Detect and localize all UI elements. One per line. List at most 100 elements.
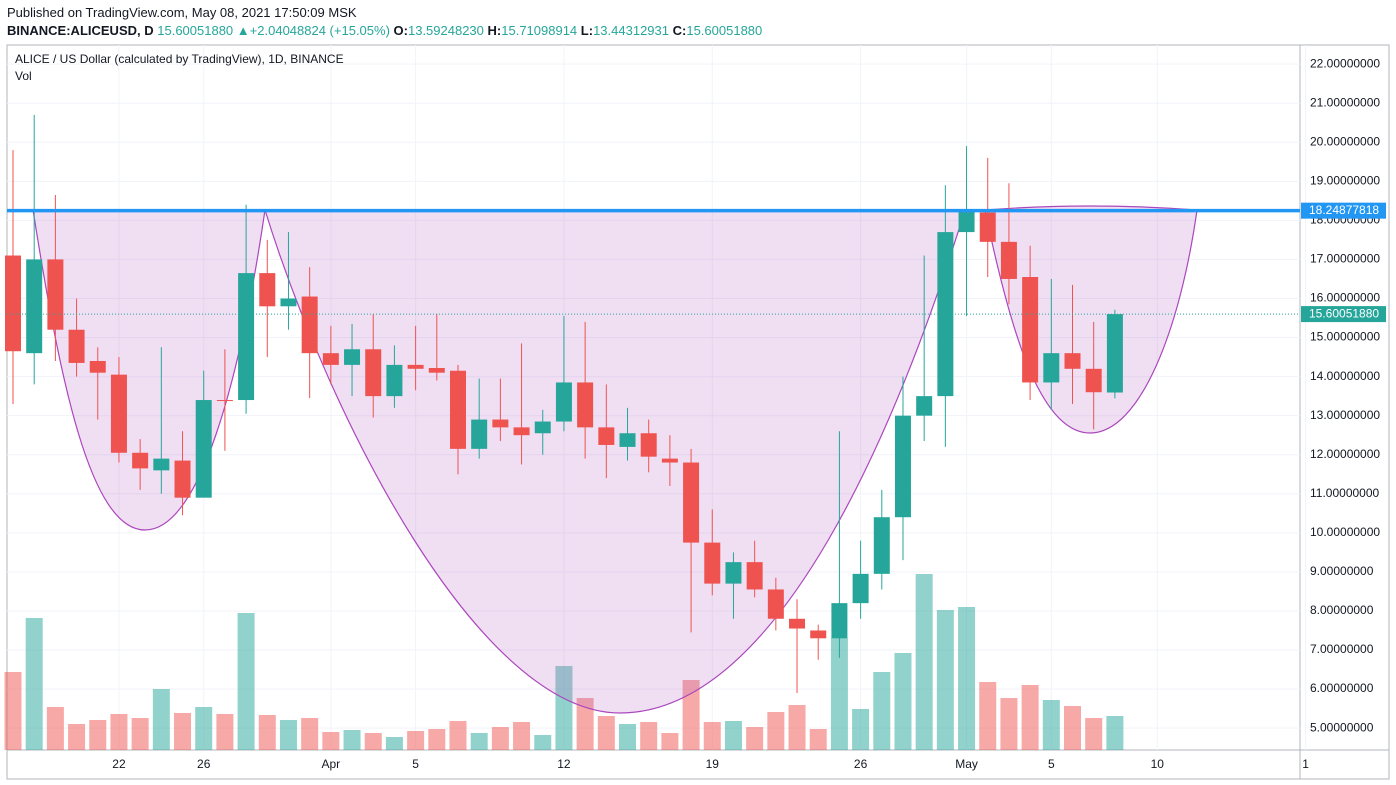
volume-bar	[915, 574, 933, 750]
candle-body	[301, 296, 318, 354]
y-tick-label: 10.00000000	[1310, 525, 1380, 539]
candle-body	[831, 603, 848, 639]
y-tick-label: 8.00000000	[1310, 603, 1374, 617]
candle-body	[640, 433, 657, 457]
y-tick-label: 13.00000000	[1310, 408, 1380, 422]
volume-bar	[279, 720, 297, 750]
candle-body	[534, 421, 551, 434]
volume-bar	[534, 735, 552, 750]
volume-bar	[343, 730, 361, 750]
volume-bar	[619, 724, 637, 750]
volume-bar	[449, 721, 467, 750]
volume-bar	[46, 707, 64, 750]
x-tick-label: 26	[197, 757, 211, 771]
candle-body	[852, 573, 869, 604]
candle-body	[937, 232, 954, 397]
y-tick-label: 15.00000000	[1310, 330, 1380, 344]
volume-bar	[746, 727, 764, 750]
candle-body	[386, 364, 403, 397]
volume-bar	[428, 729, 446, 750]
l: 13.44312931	[593, 23, 669, 38]
candle-body	[725, 562, 742, 584]
candle-body	[280, 298, 297, 307]
candle-body	[259, 273, 276, 307]
volume-bar	[640, 722, 658, 750]
volume-bar	[661, 733, 679, 750]
candle-body	[153, 458, 170, 471]
volume-bar	[174, 713, 192, 750]
candle-layer	[5, 114, 1123, 693]
volume-bar	[491, 727, 509, 750]
x-tick-label: 5	[1048, 757, 1055, 771]
candle-body	[110, 374, 127, 453]
x-tick-label: May	[955, 757, 978, 771]
volume-bar	[301, 718, 319, 750]
candle-body	[492, 419, 509, 428]
volume-bar	[767, 712, 785, 750]
candle-body	[1022, 277, 1039, 383]
volume-bar	[936, 610, 954, 750]
volume-bar	[1064, 706, 1081, 750]
candle-body	[873, 517, 890, 574]
candle-body	[789, 618, 806, 629]
volume-bar	[979, 682, 997, 750]
cup-handle	[984, 205, 1198, 434]
candle-body	[810, 630, 827, 639]
y-tick-label: 17.00000000	[1310, 252, 1380, 266]
candle-body	[5, 255, 21, 352]
candle-body	[1000, 241, 1017, 279]
volume-bar	[110, 714, 128, 750]
candle-body	[471, 419, 488, 449]
volume-bar	[25, 618, 43, 750]
x-tick-label: 26	[854, 757, 868, 771]
volume-bar	[958, 607, 976, 750]
x-tick-label: 1	[1302, 757, 1309, 771]
candle-body	[89, 360, 106, 373]
candle-body	[619, 433, 636, 447]
volume-bar	[195, 707, 213, 750]
volume-bar	[237, 613, 255, 750]
volume-bar	[470, 733, 488, 750]
volume-bar	[576, 698, 594, 750]
volume-bar	[4, 672, 22, 750]
volume-bar	[1021, 685, 1039, 750]
volume-bar	[682, 680, 700, 750]
volume-bar	[809, 729, 827, 750]
candle-body	[767, 589, 784, 619]
candle-body	[216, 400, 233, 402]
candle-body	[132, 452, 149, 469]
candle-body	[577, 382, 594, 428]
candle-body	[428, 368, 445, 373]
volume-bar	[1085, 718, 1103, 750]
candle-body	[1085, 368, 1102, 393]
volume-bar	[830, 638, 848, 750]
volume-bar	[258, 715, 276, 750]
candle-body	[1043, 353, 1060, 383]
candle-body	[683, 462, 700, 543]
candle-body	[195, 400, 212, 498]
candle-body	[1064, 353, 1081, 369]
candle-body	[449, 370, 466, 449]
candle-body	[47, 259, 64, 330]
candle-body	[661, 458, 678, 463]
cup-left	[32, 209, 266, 531]
arrow: ▲	[236, 23, 250, 38]
volume-bar	[364, 733, 382, 750]
y-tick-label: 21.00000000	[1310, 95, 1380, 109]
volume-bar	[216, 714, 234, 750]
cup-main	[264, 209, 966, 714]
y-tick-label: 22.00000000	[1310, 56, 1380, 70]
x-tick-label: 10	[1151, 757, 1165, 771]
volume-label: Vol	[15, 69, 32, 83]
volume-bar	[1106, 716, 1124, 750]
y-tick-label: 20.00000000	[1310, 134, 1380, 148]
h-label: H:	[487, 23, 502, 38]
chart-title: ALICE / US Dollar (calculated by Trading…	[15, 52, 344, 66]
volume-bar	[152, 689, 170, 750]
candle-body	[1106, 314, 1123, 393]
candle-body	[26, 259, 43, 354]
y-tick-label: 14.00000000	[1310, 369, 1380, 383]
y-tick-label: 7.00000000	[1310, 642, 1374, 656]
